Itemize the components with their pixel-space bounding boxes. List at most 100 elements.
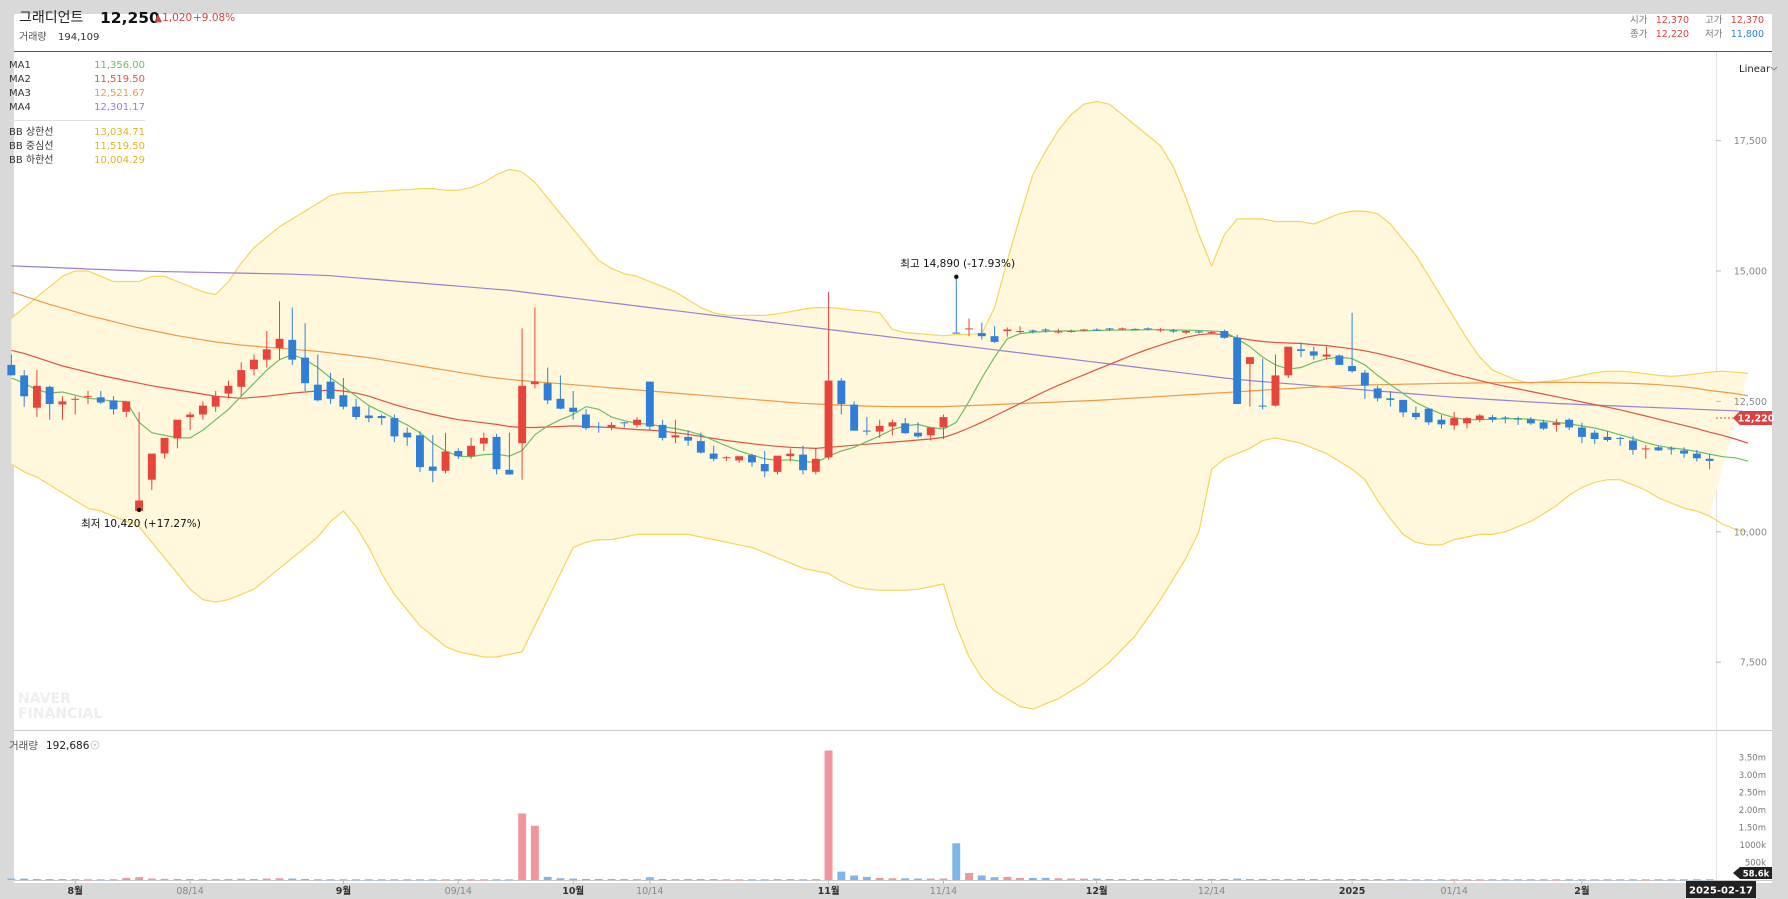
volume-bar[interactable] xyxy=(122,877,131,880)
candle[interactable] xyxy=(1501,416,1510,424)
candle[interactable] xyxy=(313,354,322,402)
volume-bar[interactable] xyxy=(275,878,284,881)
volume-bar[interactable] xyxy=(594,879,603,880)
candle[interactable] xyxy=(518,328,527,480)
candle[interactable] xyxy=(1169,328,1178,334)
candle[interactable] xyxy=(479,432,488,451)
candle[interactable] xyxy=(211,391,220,412)
volume-bar[interactable] xyxy=(1578,879,1586,881)
scale-mode-label[interactable]: Linear xyxy=(1739,64,1771,75)
candle[interactable] xyxy=(977,322,986,340)
candle[interactable] xyxy=(914,422,922,438)
volume-bar[interactable] xyxy=(505,879,514,881)
candle[interactable] xyxy=(20,370,29,407)
volume-bar[interactable] xyxy=(1654,879,1663,881)
candle[interactable] xyxy=(1424,407,1433,425)
candle[interactable] xyxy=(1412,406,1420,420)
candle[interactable] xyxy=(620,422,629,428)
candle[interactable] xyxy=(45,385,54,420)
volume-bar[interactable] xyxy=(301,879,309,880)
volume-bar[interactable] xyxy=(403,879,412,881)
volume-bar[interactable] xyxy=(364,879,373,881)
candle[interactable] xyxy=(1552,419,1561,432)
volume-bar[interactable] xyxy=(1539,879,1548,881)
volume-bar[interactable] xyxy=(1424,879,1433,881)
chevron-down-icon[interactable] xyxy=(1770,66,1778,71)
candle[interactable] xyxy=(799,445,807,475)
volume-bar[interactable] xyxy=(760,879,769,881)
candle[interactable] xyxy=(645,381,654,431)
candle[interactable] xyxy=(71,396,80,415)
volume-bar[interactable] xyxy=(390,879,399,881)
candle[interactable] xyxy=(1080,328,1088,332)
candle[interactable] xyxy=(173,419,182,449)
volume-bar[interactable] xyxy=(492,879,501,881)
candle[interactable] xyxy=(1565,418,1574,431)
volume-bar[interactable] xyxy=(1194,879,1203,880)
volume-bar[interactable] xyxy=(1118,879,1127,880)
volume-bar[interactable] xyxy=(569,878,578,880)
candle[interactable] xyxy=(543,367,552,405)
candle[interactable] xyxy=(199,401,207,420)
volume-bar[interactable] xyxy=(1169,879,1178,880)
candle[interactable] xyxy=(1680,447,1688,458)
volume-bar[interactable] xyxy=(160,878,169,880)
volume-bar[interactable] xyxy=(518,813,527,881)
scale-mode-dropdown[interactable]: Linear xyxy=(1739,64,1778,75)
volume-bar[interactable] xyxy=(1284,879,1293,880)
volume-bar[interactable] xyxy=(237,878,246,880)
volume-bar[interactable] xyxy=(224,879,233,881)
volume-bar[interactable] xyxy=(1360,879,1369,881)
candle[interactable] xyxy=(1220,329,1229,339)
candle[interactable] xyxy=(1156,327,1165,333)
candle[interactable] xyxy=(237,362,246,397)
volume-bar[interactable] xyxy=(1667,879,1676,881)
volume-bar[interactable] xyxy=(1501,879,1510,881)
candle[interactable] xyxy=(926,427,935,441)
candle[interactable] xyxy=(824,291,833,460)
volume-bar[interactable] xyxy=(1182,879,1190,880)
volume-bar[interactable] xyxy=(633,879,641,881)
volume-bar[interactable] xyxy=(850,875,859,881)
candle[interactable] xyxy=(1207,331,1216,334)
candle[interactable] xyxy=(671,419,680,444)
candle[interactable] xyxy=(96,391,105,404)
volume-bar[interactable] xyxy=(1348,879,1356,880)
candle[interactable] xyxy=(939,414,948,440)
volume-bar[interactable] xyxy=(1692,879,1701,881)
volume-bar[interactable] xyxy=(313,879,322,881)
volume-bar[interactable] xyxy=(875,877,884,880)
volume-bar[interactable] xyxy=(1705,879,1714,881)
candle[interactable] xyxy=(428,435,437,483)
volume-bar[interactable] xyxy=(1309,879,1318,880)
volume-bar[interactable] xyxy=(339,879,348,881)
candle[interactable] xyxy=(594,422,603,433)
candle[interactable] xyxy=(786,448,795,462)
candle[interactable] xyxy=(467,437,475,459)
volume-bar[interactable] xyxy=(1054,878,1063,881)
volume-bar[interactable] xyxy=(1003,876,1012,880)
volume-bar[interactable] xyxy=(901,878,910,881)
volume-bar[interactable] xyxy=(773,879,782,881)
candle[interactable] xyxy=(1258,358,1267,410)
candle[interactable] xyxy=(1041,328,1050,333)
candle[interactable] xyxy=(403,427,412,446)
candle[interactable] xyxy=(1246,357,1254,407)
volume-bar[interactable] xyxy=(709,879,718,881)
candle[interactable] xyxy=(1578,422,1586,444)
volume-bar[interactable] xyxy=(990,877,999,880)
volume-bar[interactable] xyxy=(262,878,271,880)
candle[interactable] xyxy=(1386,391,1395,407)
volume-bar[interactable] xyxy=(543,876,552,880)
volume-bar[interactable] xyxy=(965,873,973,880)
volume-bar[interactable] xyxy=(1143,879,1152,880)
volume-bar[interactable] xyxy=(837,871,846,880)
volume-bar[interactable] xyxy=(109,879,118,881)
volume-bar[interactable] xyxy=(96,879,105,881)
volume-bar[interactable] xyxy=(1271,879,1280,880)
candle[interactable] xyxy=(696,432,705,454)
volume-bar[interactable] xyxy=(1450,879,1459,881)
candle[interactable] xyxy=(1182,330,1190,335)
candle[interactable] xyxy=(530,307,539,389)
volume-bar[interactable] xyxy=(862,876,871,880)
